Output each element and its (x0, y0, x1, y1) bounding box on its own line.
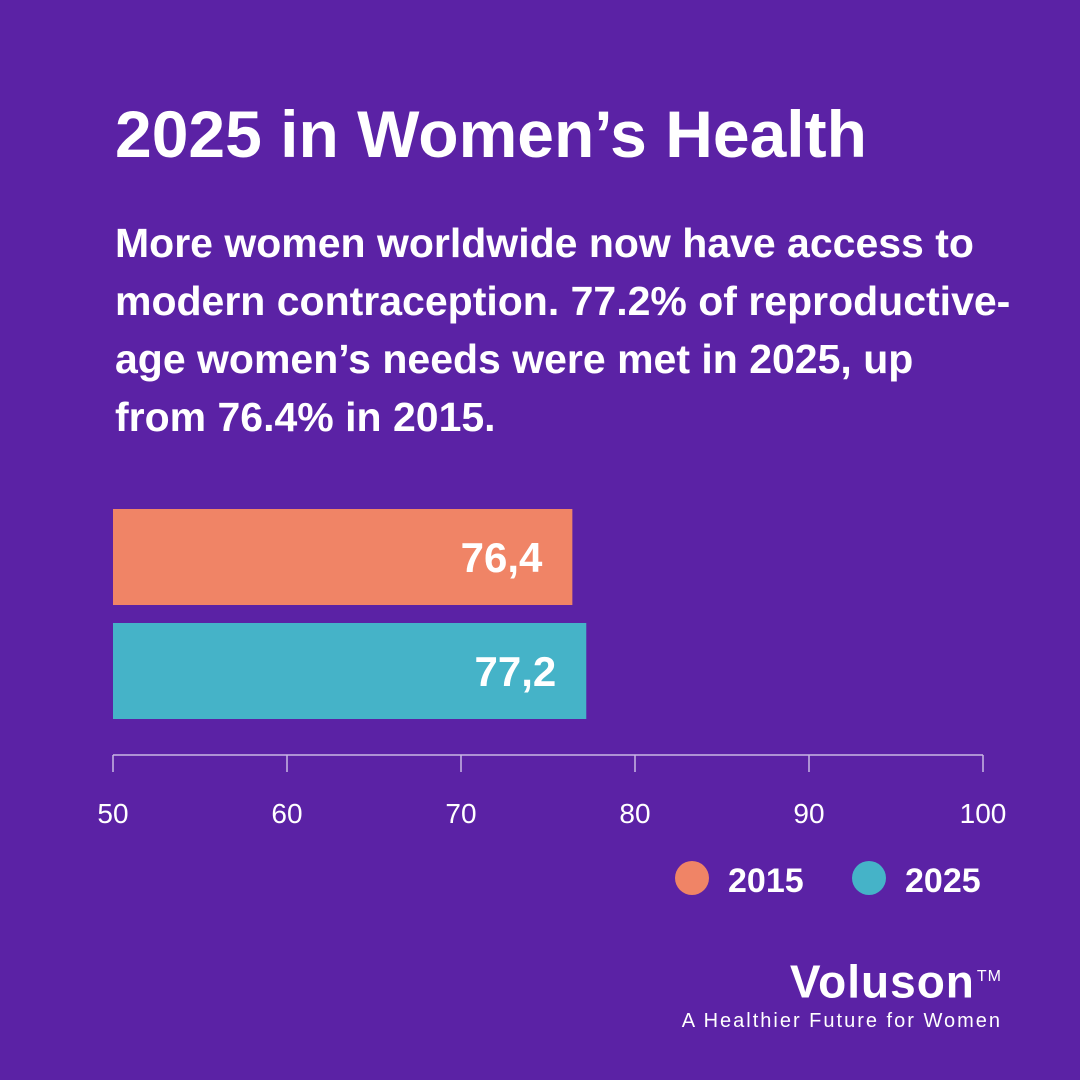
bar-2015 (113, 509, 573, 605)
legend-label-2015: 2015 (728, 862, 804, 900)
legend-swatch-2025 (852, 861, 886, 895)
x-tick-label-60: 60 (271, 798, 302, 829)
bar-label-2025: 77,2 (475, 648, 557, 695)
x-tick-label-100: 100 (960, 798, 1007, 829)
bar-2025 (113, 623, 587, 719)
x-tick-label-80: 80 (619, 798, 650, 829)
legend-swatch-2015 (675, 861, 709, 895)
brand-tagline: A Healthier Future for Women (681, 1010, 1002, 1033)
x-tick-label-70: 70 (445, 798, 476, 829)
brand-name: Voluson TM (789, 955, 1002, 1008)
x-tick-label-90: 90 (793, 798, 824, 829)
bar-label-2015: 76,4 (461, 534, 543, 581)
page-title: 2025 in Women’s Health (115, 97, 867, 171)
page-subtitle: More women worldwide now have access to … (115, 220, 1011, 440)
brand-logo: Voluson TM A Healthier Future for Women (682, 950, 1002, 1034)
trademark-symbol: TM (976, 968, 1002, 985)
x-tick-label-50: 50 (97, 798, 128, 829)
legend-label-2025: 2025 (905, 862, 981, 900)
